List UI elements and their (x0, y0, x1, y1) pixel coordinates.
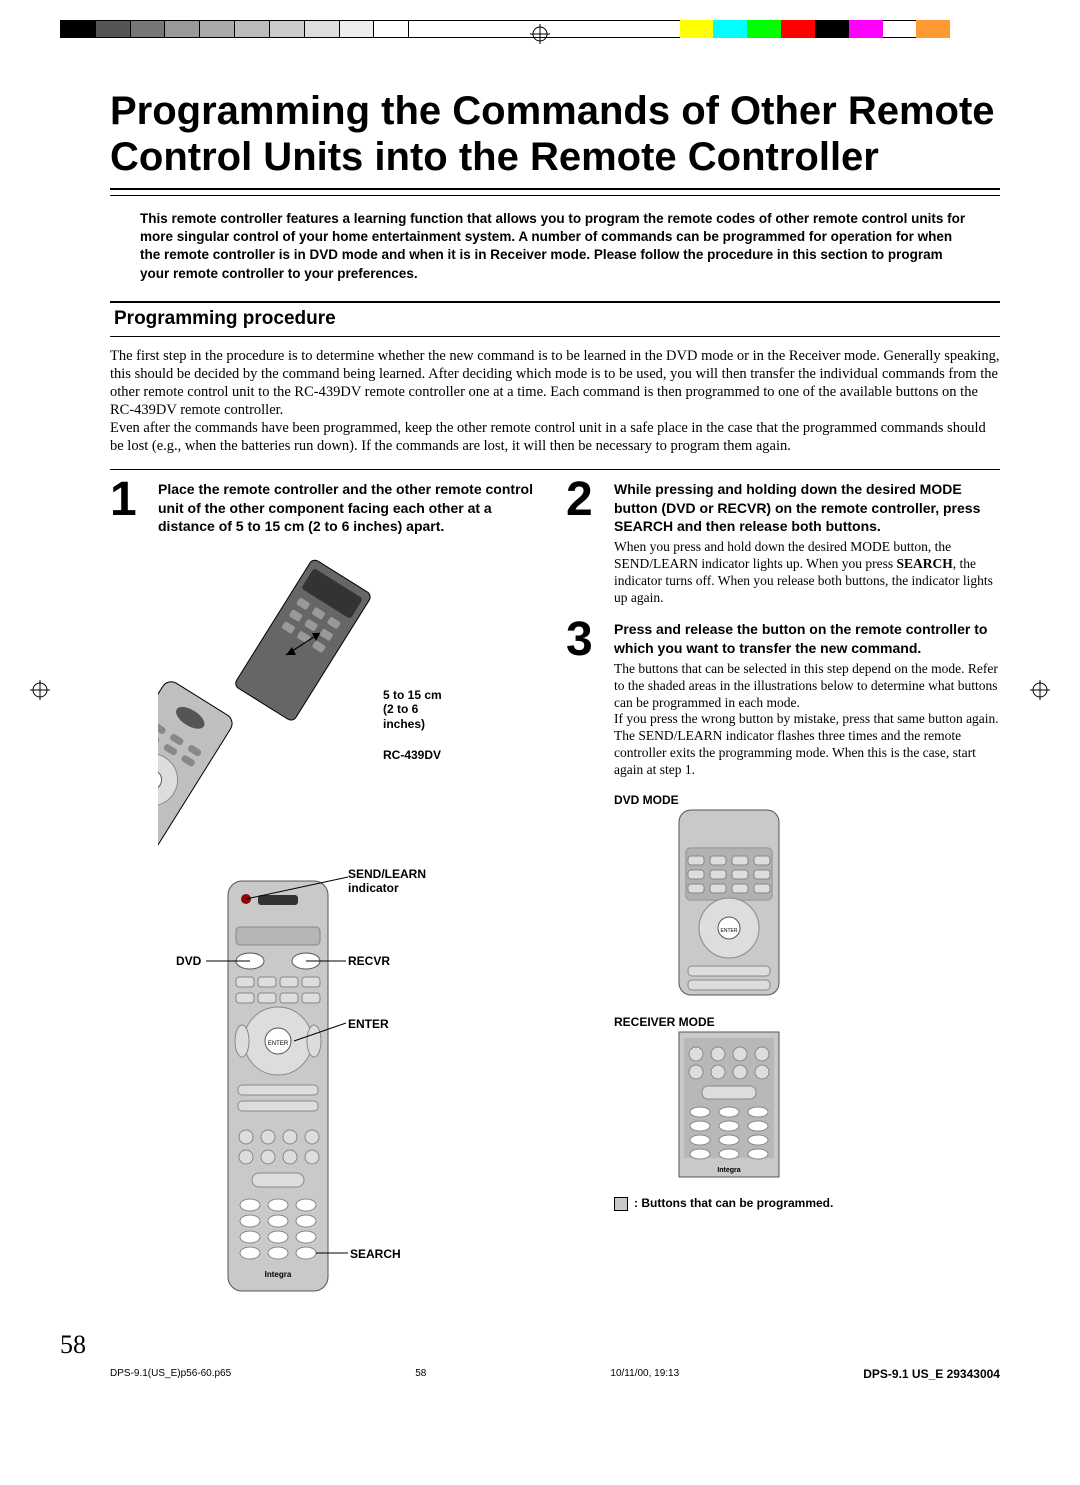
svg-text:ENTER: ENTER (721, 928, 738, 934)
legend-swatch (614, 1197, 628, 1211)
step-head: Place the remote controller and the othe… (158, 480, 544, 535)
title-underline (110, 192, 1000, 196)
step-detail: The buttons that can be selected in this… (614, 661, 1000, 779)
footer-page: 58 (415, 1367, 426, 1383)
step-1: 1 Place the remote controller and the ot… (110, 480, 544, 1303)
legend: : Buttons that can be programmed. (614, 1196, 1000, 1212)
full-remote-diagram: ENTER (98, 873, 544, 1303)
recvr-label: RECVR (348, 954, 390, 968)
footer-timestamp: 10/11/00, 19:13 (610, 1367, 679, 1383)
section-heading: Programming procedure (110, 301, 1000, 337)
footer-filename: DPS-9.1(US_E)p56-60.p65 (110, 1367, 231, 1383)
mode-diagrams: DVD MODE ENTER RECEIVER M (566, 793, 1000, 1212)
full-remote-svg: ENTER (98, 873, 448, 1303)
step-head: While pressing and holding down the desi… (614, 480, 1000, 535)
body-paragraph: The first step in the procedure is to de… (110, 347, 1000, 456)
sendlearn-label: SEND/LEARN indicator (348, 867, 426, 896)
step-number: 3 (566, 620, 604, 779)
step-2: 2 While pressing and holding down the de… (566, 480, 1000, 606)
legend-text: : Buttons that can be programmed. (634, 1196, 833, 1212)
model-label: RC-439DV (383, 748, 441, 762)
search-label: SEARCH (350, 1247, 401, 1261)
press-color-bar (60, 20, 950, 38)
crop-mark-top (530, 24, 550, 44)
svg-text:Integra: Integra (265, 1270, 292, 1279)
step-number: 2 (566, 480, 604, 606)
step-detail: When you press and hold down the desired… (614, 539, 1000, 607)
page-content: Programming the Commands of Other Remote… (0, 48, 1080, 1337)
enter-label: ENTER (348, 1017, 389, 1031)
page-number: 58 (60, 1328, 86, 1362)
intro-paragraph: This remote controller features a learni… (110, 210, 1000, 301)
svg-text:Integra: Integra (717, 1167, 740, 1174)
receiver-mode-remote: Integra (674, 1030, 784, 1180)
page-title: Programming the Commands of Other Remote… (110, 88, 1000, 190)
dvd-mode-label: DVD MODE (614, 793, 1000, 809)
remotes-svg (158, 543, 418, 873)
remotes-facing-diagram: 5 to 15 cm (2 to 6 inches) RC-439DV (158, 543, 544, 873)
svg-text:ENTER: ENTER (268, 1041, 289, 1047)
step-3: 3 Press and release the button on the re… (566, 620, 1000, 779)
distance-label: 5 to 15 cm (2 to 6 inches) (383, 688, 442, 731)
left-column: 1 Place the remote controller and the ot… (110, 480, 544, 1317)
steps-columns: 1 Place the remote controller and the ot… (110, 469, 1000, 1317)
receiver-mode-label: RECEIVER MODE (614, 1015, 1000, 1031)
step-head: Press and release the button on the remo… (614, 620, 1000, 656)
dvd-mode-remote: ENTER (674, 808, 784, 998)
footer: DPS-9.1(US_E)p56-60.p65 58 10/11/00, 19:… (0, 1337, 1080, 1393)
right-column: 2 While pressing and holding down the de… (566, 480, 1000, 1317)
dvd-label: DVD (176, 954, 201, 968)
footer-docid: DPS-9.1 US_E 29343004 (863, 1367, 1000, 1383)
